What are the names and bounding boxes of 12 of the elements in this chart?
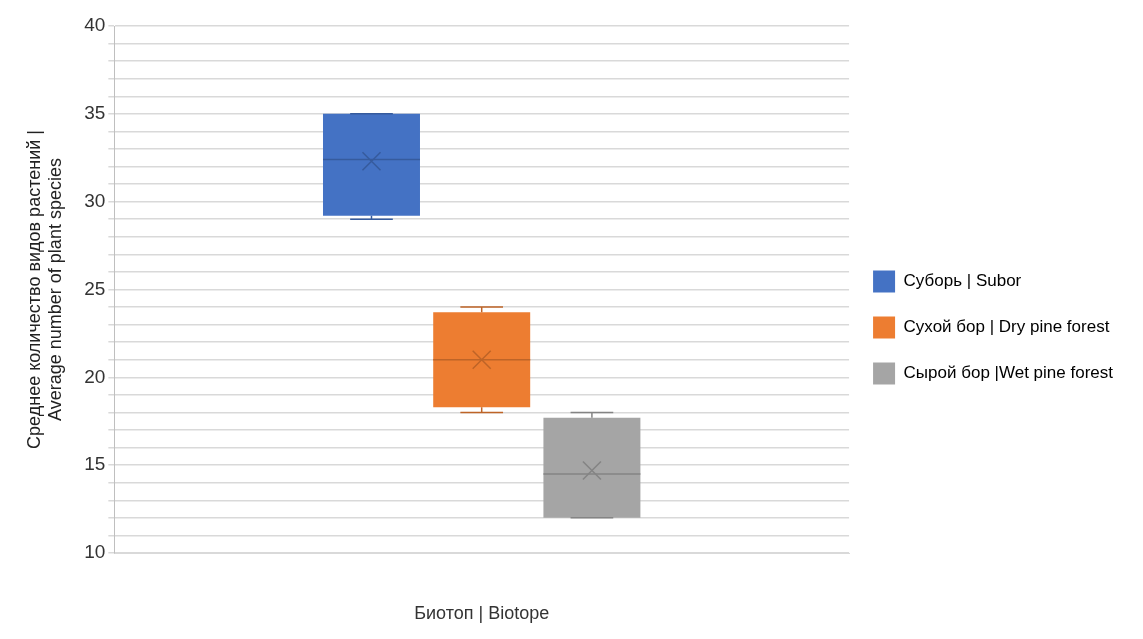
y-tick-label: 20 [84, 365, 106, 387]
y-tick-label: 35 [84, 102, 106, 124]
legend-label: Сырой бор |Wet pine forest [903, 363, 1114, 383]
y-tick-label: 40 [84, 14, 106, 36]
x-axis-title: Биотоп | Biotope [414, 603, 550, 624]
legend-label: Сухой бор | Dry pine forest [903, 317, 1110, 337]
y-tick-label: 30 [84, 189, 106, 211]
y-axis-title: Среднее количество видов растений | Average number of plant species [23, 130, 66, 449]
y-tick-label: 25 [84, 277, 106, 299]
legend-label: Суборь | Subor [903, 271, 1022, 291]
y-tick-label: 10 [84, 541, 106, 563]
y-tick-label: 15 [84, 453, 106, 475]
